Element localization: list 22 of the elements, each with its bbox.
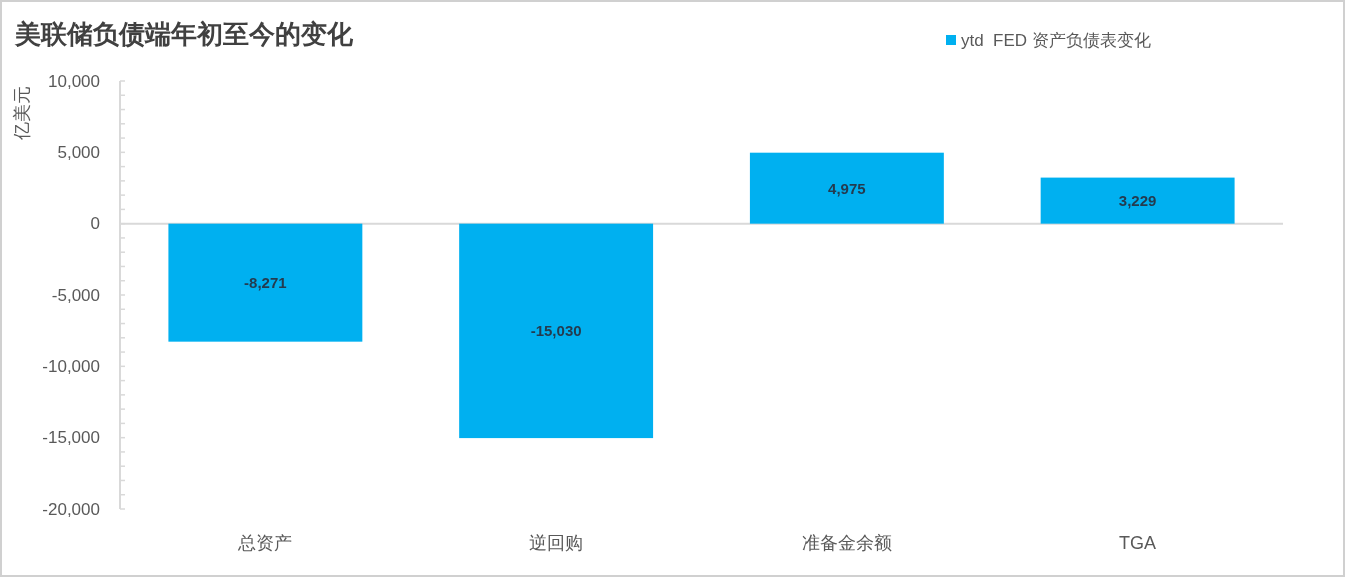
- y-tick-label: 5,000: [57, 142, 100, 162]
- data-label: 3,229: [1118, 192, 1157, 210]
- bar: [459, 223, 654, 439]
- legend: ytd FED 资产负债表变化: [946, 30, 1151, 50]
- bar: [168, 223, 363, 342]
- x-tick-label: TGA: [1119, 533, 1157, 553]
- y-axis-title: 亿美元: [12, 86, 32, 141]
- data-label: -8,271: [244, 274, 287, 292]
- chart-title: 美联储负债端年初至今的变化: [14, 19, 354, 49]
- data-label: 4,975: [828, 179, 866, 197]
- y-tick-label: -15,000: [42, 428, 100, 448]
- x-tick-label: 逆回购: [529, 533, 584, 553]
- y-tick-label: -20,000: [42, 499, 100, 519]
- x-tick-label: 准备金余额: [801, 533, 892, 553]
- y-tick-label: 0: [90, 214, 100, 234]
- y-tick-label: -10,000: [42, 356, 100, 376]
- bar: [1040, 177, 1235, 224]
- y-tick-label: 10,000: [48, 71, 100, 91]
- bar: [749, 152, 944, 224]
- y-tick-label: -5,000: [51, 285, 100, 305]
- data-label: -15,030: [530, 322, 582, 340]
- x-tick-label: 总资产: [237, 533, 293, 553]
